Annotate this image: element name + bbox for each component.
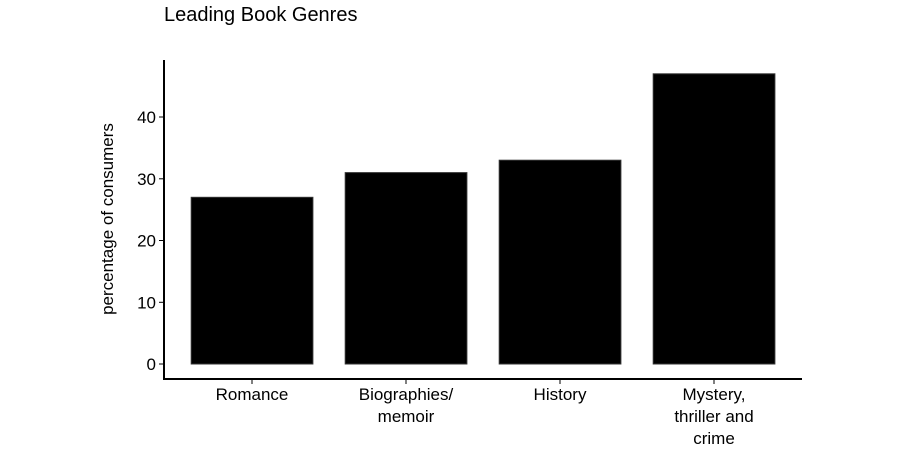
bar-0 bbox=[190, 196, 314, 365]
x-tick-label-1: Biographies/memoir bbox=[359, 385, 454, 426]
y-tick-label-1: 10 bbox=[137, 293, 156, 312]
x-tick-label-2: History bbox=[534, 385, 587, 404]
chart-title: Leading Book Genres bbox=[164, 4, 358, 26]
y-tick-label-4: 40 bbox=[137, 108, 156, 127]
y-tick-label-2: 20 bbox=[137, 232, 156, 251]
labels-layer: Romance Biographies/memoir History Mystery,… bbox=[98, 108, 754, 448]
bar-1 bbox=[344, 172, 468, 365]
x-tick-label-0: Romance bbox=[216, 385, 289, 404]
axes-layer bbox=[159, 60, 802, 384]
x-tick-label-3: Mystery, thriller and crime bbox=[674, 385, 753, 448]
y-tick-label-0: 0 bbox=[147, 355, 156, 374]
bars-layer bbox=[190, 73, 776, 365]
bar-3 bbox=[652, 73, 776, 365]
y-tick-label-3: 30 bbox=[137, 170, 156, 189]
bar-2 bbox=[498, 159, 622, 365]
y-axis-title: percentage of consumers bbox=[98, 123, 117, 315]
